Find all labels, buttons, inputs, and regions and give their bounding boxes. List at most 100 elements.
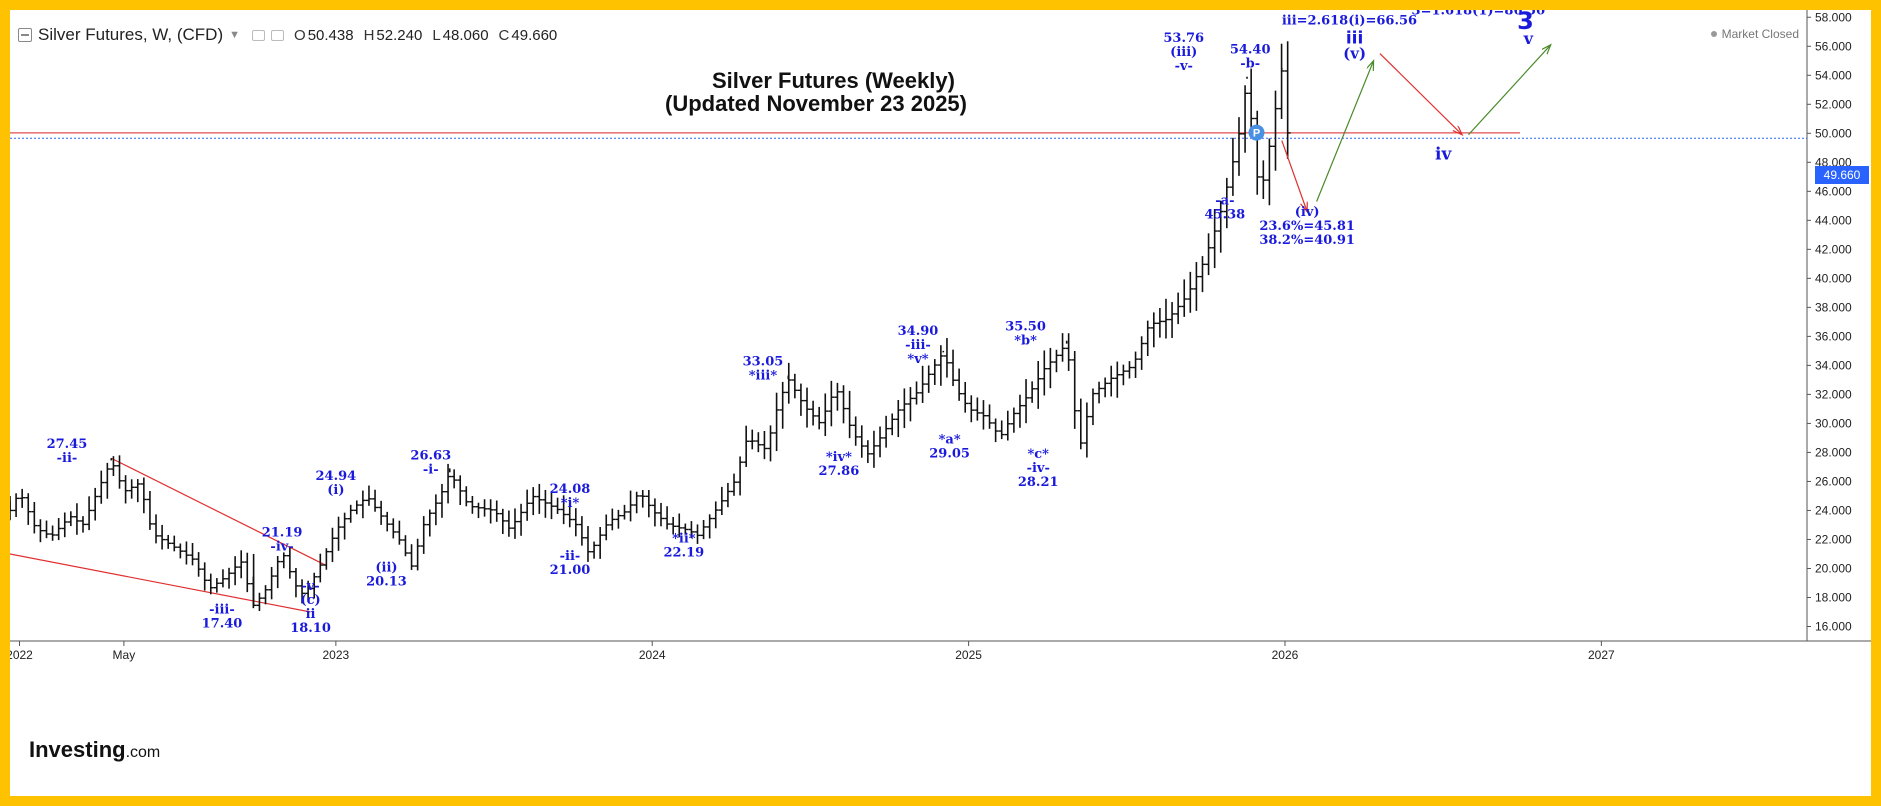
wave-label: -iii- — [209, 602, 235, 617]
wave-label: (c) — [300, 593, 320, 608]
wave-label: (ii) — [375, 560, 397, 575]
wave-label: 26.63 — [410, 449, 451, 464]
low-label: L — [432, 26, 441, 44]
high-label: H — [363, 26, 375, 44]
wave-label: *v* — [907, 352, 928, 367]
wave-label: 21.19 — [262, 526, 303, 541]
wave-label: 24.08 — [550, 482, 591, 497]
wave-label: 45.38 — [1205, 207, 1246, 222]
ohlc-bars — [10, 41, 1291, 611]
y-tick-label: 52.000 — [1815, 97, 1852, 111]
wave-label-big: iv — [1435, 144, 1452, 164]
wave-label: *iii* — [749, 368, 778, 383]
pivot-badge-label: P — [1253, 128, 1260, 140]
y-tick-label: 44.000 — [1815, 213, 1852, 227]
wave-label: 29.05 — [929, 447, 970, 462]
wave-label: ii — [306, 607, 316, 622]
y-tick-label: 18.000 — [1815, 590, 1852, 604]
y-tick-label: 28.000 — [1815, 445, 1852, 459]
x-tick-label: 2023 — [323, 648, 350, 662]
wave-label: 17.40 — [202, 616, 243, 631]
y-tick-label: 40.000 — [1815, 271, 1852, 285]
y-tick-label: 22.000 — [1815, 532, 1852, 546]
wave-label: -iii- — [905, 338, 931, 353]
wave-label: -v- — [301, 579, 319, 594]
wave-label: *i* — [561, 496, 580, 511]
y-tick-label: 58.000 — [1815, 10, 1852, 24]
wave-label: (i) — [327, 483, 344, 498]
eye-icon[interactable] — [252, 29, 266, 41]
y-tick-label: 24.000 — [1815, 503, 1852, 517]
close-value: 49.660 — [511, 26, 558, 44]
y-tick-label: 26.000 — [1815, 474, 1852, 488]
y-tick-label: 48.000 — [1815, 155, 1852, 169]
wave-label-big: 3 — [1517, 10, 1534, 35]
market-status-text: Market Closed — [1721, 27, 1799, 41]
x-tick-label: 2027 — [1588, 648, 1615, 662]
y-tick-label: 42.000 — [1815, 242, 1852, 256]
projection-up — [1468, 45, 1550, 136]
wave-label-big: v — [1523, 29, 1534, 48]
wave-label: -b- — [1240, 57, 1260, 72]
y-tick-label: 38.000 — [1815, 300, 1852, 314]
x-tick-label: 2025 — [955, 648, 982, 662]
settings-icon[interactable] — [271, 29, 285, 41]
x-tick-label: 2024 — [639, 648, 666, 662]
wave-label: *ii* — [672, 531, 696, 546]
trendline — [10, 553, 311, 613]
wave-label: -ii- — [560, 549, 581, 564]
wave-label: 27.86 — [819, 464, 860, 479]
wave-label: 20.13 — [366, 574, 407, 589]
wave-label: 18.10 — [290, 621, 331, 636]
chart-title: Silver Futures (Weekly) — [712, 68, 955, 93]
chart-frame: 16.000 18.000 20.000 22.000 24.000 26.000 28.0… — [10, 10, 1871, 796]
x-tick-label: 2022 — [10, 648, 33, 662]
wave-label: -v- — [1175, 59, 1193, 74]
chart-legend: Silver Futures, W, (CFD) ▼ O 50.438 H 52… — [18, 25, 557, 45]
y-tick-label: 16.000 — [1815, 619, 1852, 633]
logo-suffix: .com — [125, 744, 161, 761]
projection-down — [1379, 53, 1462, 135]
projection-up — [1316, 61, 1374, 202]
projection-down — [1281, 140, 1307, 212]
wave-label: 22.19 — [664, 545, 705, 560]
market-status: Market Closed — [1710, 27, 1799, 41]
status-dot-icon — [1710, 31, 1717, 37]
wave-label: 28.21 — [1018, 475, 1059, 490]
wave-label: -iv- — [270, 540, 293, 555]
close-label: C — [498, 26, 510, 44]
chart-subtitle: (Updated November 23 2025) — [665, 91, 967, 116]
wave-label: 54.40 — [1230, 43, 1271, 58]
y-tick-label: 32.000 — [1815, 387, 1852, 401]
investing-logo: Investing.com — [29, 737, 160, 763]
wave-label: -a- — [1215, 193, 1234, 208]
price-chart[interactable]: 16.000 18.000 20.000 22.000 24.000 26.000 28.0… — [10, 10, 1871, 796]
wave-label: *a* — [939, 433, 961, 448]
last-price-tag: 49.660 — [1815, 166, 1869, 184]
target-label: 3=1.618(1)=86.50 — [1412, 10, 1546, 18]
chevron-down-icon[interactable]: ▼ — [229, 29, 241, 41]
pivot-badge — [1248, 124, 1265, 141]
symbol-title[interactable]: Silver Futures, W, (CFD) — [38, 25, 224, 44]
wave-label: (iv) — [1295, 205, 1320, 220]
open-value: 50.438 — [307, 26, 354, 44]
low-value: 48.060 — [442, 26, 489, 44]
y-tick-label: 36.000 — [1815, 329, 1852, 343]
wave-label: 35.50 — [1005, 320, 1046, 335]
wave-label: 38.2%=40.91 — [1259, 233, 1355, 248]
y-tick-label: 46.000 — [1815, 184, 1852, 198]
wave-label-big: iii — [1346, 28, 1363, 48]
wave-label-big: (v) — [1343, 44, 1366, 62]
open-label: O — [294, 26, 306, 44]
wave-label: 24.94 — [316, 469, 357, 484]
logo-text: Investing — [29, 737, 126, 762]
wave-label: 23.6%=45.81 — [1259, 219, 1355, 234]
y-tick-label: 34.000 — [1815, 358, 1852, 372]
wave-label: 34.90 — [898, 324, 939, 339]
wave-label: -ii- — [57, 451, 78, 466]
wave-label: 27.45 — [47, 437, 88, 452]
wave-label: -i- — [423, 463, 439, 478]
x-tick-label: 2026 — [1272, 648, 1299, 662]
collapse-icon[interactable] — [18, 28, 32, 42]
wave-label: *c* — [1027, 447, 1049, 462]
